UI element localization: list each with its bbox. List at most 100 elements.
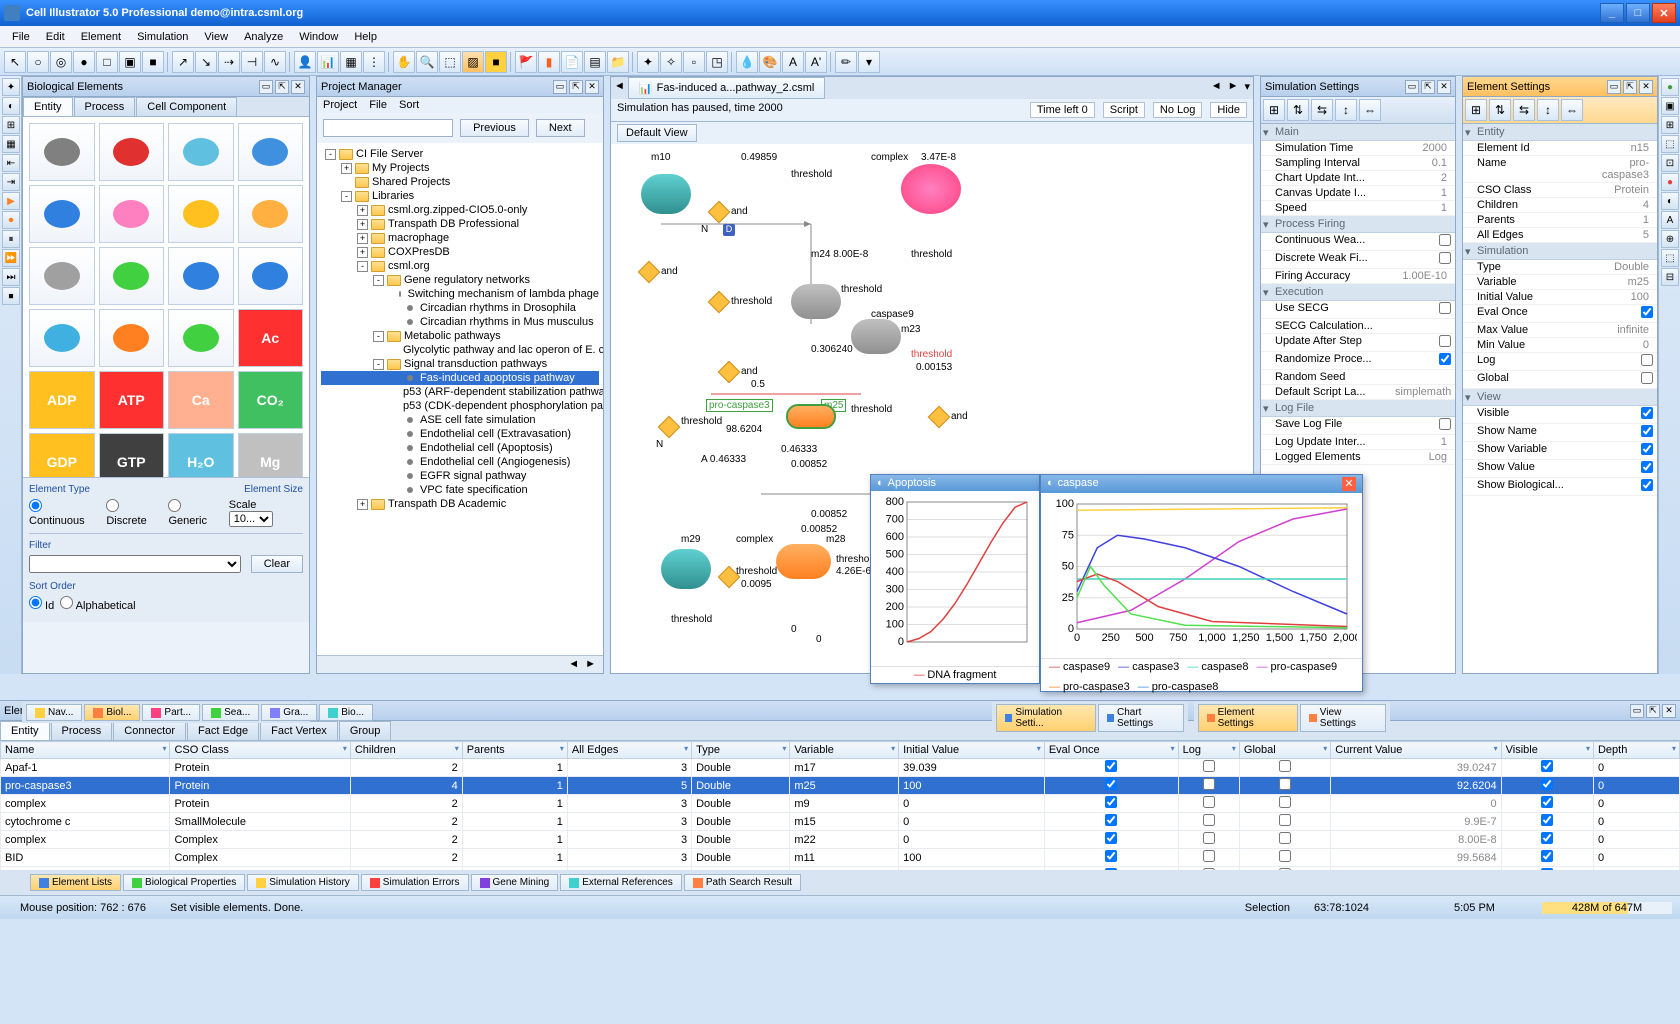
settings-row[interactable]: Eval Once xyxy=(1463,305,1657,323)
tree-item[interactable]: Circadian rhythms in Mus musculus xyxy=(321,315,599,329)
table-checkbox[interactable] xyxy=(1541,760,1553,772)
scale-select[interactable]: 10... xyxy=(229,511,273,527)
vtool-play[interactable]: ▶ xyxy=(2,192,20,210)
square-tool-icon[interactable]: □ xyxy=(96,51,118,73)
element-table[interactable]: NameCSO ClassChildrenParentsAll EdgesTyp… xyxy=(0,741,1680,870)
settings-checkbox[interactable] xyxy=(1641,354,1653,366)
tree-expand-icon[interactable]: + xyxy=(357,205,368,216)
table-checkbox[interactable] xyxy=(1279,814,1291,826)
table-checkbox[interactable] xyxy=(1203,814,1215,826)
rvtool-7[interactable]: ◐ xyxy=(1661,192,1679,210)
table-checkbox[interactable] xyxy=(1279,832,1291,844)
yellow-sq-icon[interactable]: ■ xyxy=(485,51,507,73)
graph-icon[interactable]: 📊 xyxy=(317,51,339,73)
bio-element[interactable]: Ca xyxy=(168,371,234,429)
settings-row[interactable]: Randomize Proce... xyxy=(1261,352,1455,370)
bio-element[interactable] xyxy=(238,247,304,305)
settings-checkbox[interactable] xyxy=(1439,302,1451,314)
settings-section-header[interactable]: ▾Process Firing xyxy=(1261,216,1455,233)
clear-button[interactable]: Clear xyxy=(251,555,303,573)
folder-icon[interactable]: 📁 xyxy=(607,51,629,73)
ss-dock-icon[interactable]: ▭ xyxy=(1405,80,1419,94)
table-row[interactable]: complexComplex213Doublem2208.00E-80 xyxy=(1,831,1680,849)
table-checkbox[interactable] xyxy=(1203,760,1215,772)
bio-element[interactable]: H₂O xyxy=(168,433,234,477)
pm-scroll-left-icon[interactable]: ◄ xyxy=(565,658,582,671)
star1-icon[interactable]: ✦ xyxy=(637,51,659,73)
star2-icon[interactable]: ✧ xyxy=(660,51,682,73)
settings-row[interactable]: Speed1 xyxy=(1261,201,1455,216)
table-checkbox[interactable] xyxy=(1279,850,1291,862)
rvtool-5[interactable]: ⊡ xyxy=(1661,154,1679,172)
panel-close-icon[interactable]: ✕ xyxy=(291,80,305,94)
circle-tool-icon[interactable]: ○ xyxy=(27,51,49,73)
settings-checkbox[interactable] xyxy=(1439,353,1451,365)
table-header[interactable]: Variable xyxy=(790,742,899,759)
pointer-tool-icon[interactable]: ↖ xyxy=(4,51,26,73)
el-dock-icon[interactable]: ▭ xyxy=(1630,704,1644,718)
bio-element[interactable]: ATP xyxy=(99,371,165,429)
vtool-3[interactable]: ⊞ xyxy=(2,116,20,134)
table-checkbox[interactable] xyxy=(1541,778,1553,790)
es-dock-icon[interactable]: ▭ xyxy=(1607,80,1621,94)
table-checkbox[interactable] xyxy=(1541,814,1553,826)
bottom-tab[interactable]: External References xyxy=(560,874,682,891)
rvtool-11[interactable]: ⊟ xyxy=(1661,268,1679,286)
settings-row[interactable]: Random Seed xyxy=(1261,370,1455,385)
nav-tab[interactable]: Sea... xyxy=(202,704,259,721)
table-row[interactable]: cytochrome cSmallMolecule213Doublem1509.… xyxy=(1,813,1680,831)
chart2-close-icon[interactable]: ✕ xyxy=(1342,477,1356,491)
cube-icon[interactable]: ▫ xyxy=(683,51,705,73)
settings-row[interactable]: Sampling Interval0.1 xyxy=(1261,156,1455,171)
process-diamond[interactable] xyxy=(641,264,657,280)
settings-row[interactable]: Visible xyxy=(1463,406,1657,424)
bio-element[interactable] xyxy=(29,247,95,305)
ss-pin-icon[interactable]: ⇱ xyxy=(1421,80,1435,94)
ss-tb5-icon[interactable]: ⇔ xyxy=(1359,99,1381,121)
tree-expand-icon[interactable]: - xyxy=(341,191,352,202)
menu-help[interactable]: Help xyxy=(346,29,385,45)
table-header[interactable]: Log xyxy=(1178,742,1239,759)
filled-square-icon[interactable]: ■ xyxy=(142,51,164,73)
wave-icon[interactable]: ∿ xyxy=(264,51,286,73)
table-checkbox[interactable] xyxy=(1541,868,1553,870)
panel-pin-icon[interactable]: ⇱ xyxy=(275,80,289,94)
settings-row[interactable]: Log xyxy=(1463,353,1657,371)
canvas-tab[interactable]: 📊 Fas-induced a...pathway_2.csml xyxy=(628,77,825,99)
drop-icon[interactable]: 💧 xyxy=(736,51,758,73)
zoom-icon[interactable]: 🔍 xyxy=(416,51,438,73)
rvtool-4[interactable]: ⬚ xyxy=(1661,135,1679,153)
tree-item[interactable]: -Metabolic pathways xyxy=(321,329,599,343)
vtool-4[interactable]: ▦ xyxy=(2,135,20,153)
table-checkbox[interactable] xyxy=(1105,832,1117,844)
vtool-step[interactable]: ⏭ xyxy=(2,268,20,286)
vtool-pause[interactable]: ⏸ xyxy=(2,230,20,248)
hide-button[interactable]: Hide xyxy=(1210,102,1247,118)
settings-row[interactable]: Global xyxy=(1463,371,1657,389)
table-header[interactable]: Children xyxy=(350,742,462,759)
table-checkbox[interactable] xyxy=(1203,850,1215,862)
vtool-5[interactable]: ⇤ xyxy=(2,154,20,172)
bottom-tab[interactable]: Simulation History xyxy=(247,874,359,891)
complex-node[interactable] xyxy=(901,164,961,214)
entity-node[interactable] xyxy=(851,319,901,354)
settings-checkbox[interactable] xyxy=(1641,443,1653,455)
es-tb1-icon[interactable]: ⊞ xyxy=(1465,99,1487,121)
settings-row[interactable]: Show Name xyxy=(1463,424,1657,442)
book-icon[interactable]: ▮ xyxy=(538,51,560,73)
nav-tab[interactable]: Gra... xyxy=(261,704,317,721)
table-checkbox[interactable] xyxy=(1541,832,1553,844)
tree-expand-icon[interactable]: - xyxy=(325,149,336,160)
table-checkbox[interactable] xyxy=(1541,796,1553,808)
nav-tab[interactable]: Biol... xyxy=(84,704,140,721)
tree-expand-icon[interactable]: + xyxy=(341,163,352,174)
ss-tb2-icon[interactable]: ⇅ xyxy=(1287,99,1309,121)
table-checkbox[interactable] xyxy=(1279,796,1291,808)
table-header[interactable]: Name xyxy=(1,742,170,759)
es-pin-icon[interactable]: ⇱ xyxy=(1623,80,1637,94)
person-icon[interactable]: 👤 xyxy=(294,51,316,73)
process-diamond[interactable] xyxy=(931,409,947,425)
palette-icon[interactable]: 🎨 xyxy=(759,51,781,73)
settings-row[interactable]: Continuous Wea... xyxy=(1261,233,1455,251)
table-checkbox[interactable] xyxy=(1105,778,1117,790)
